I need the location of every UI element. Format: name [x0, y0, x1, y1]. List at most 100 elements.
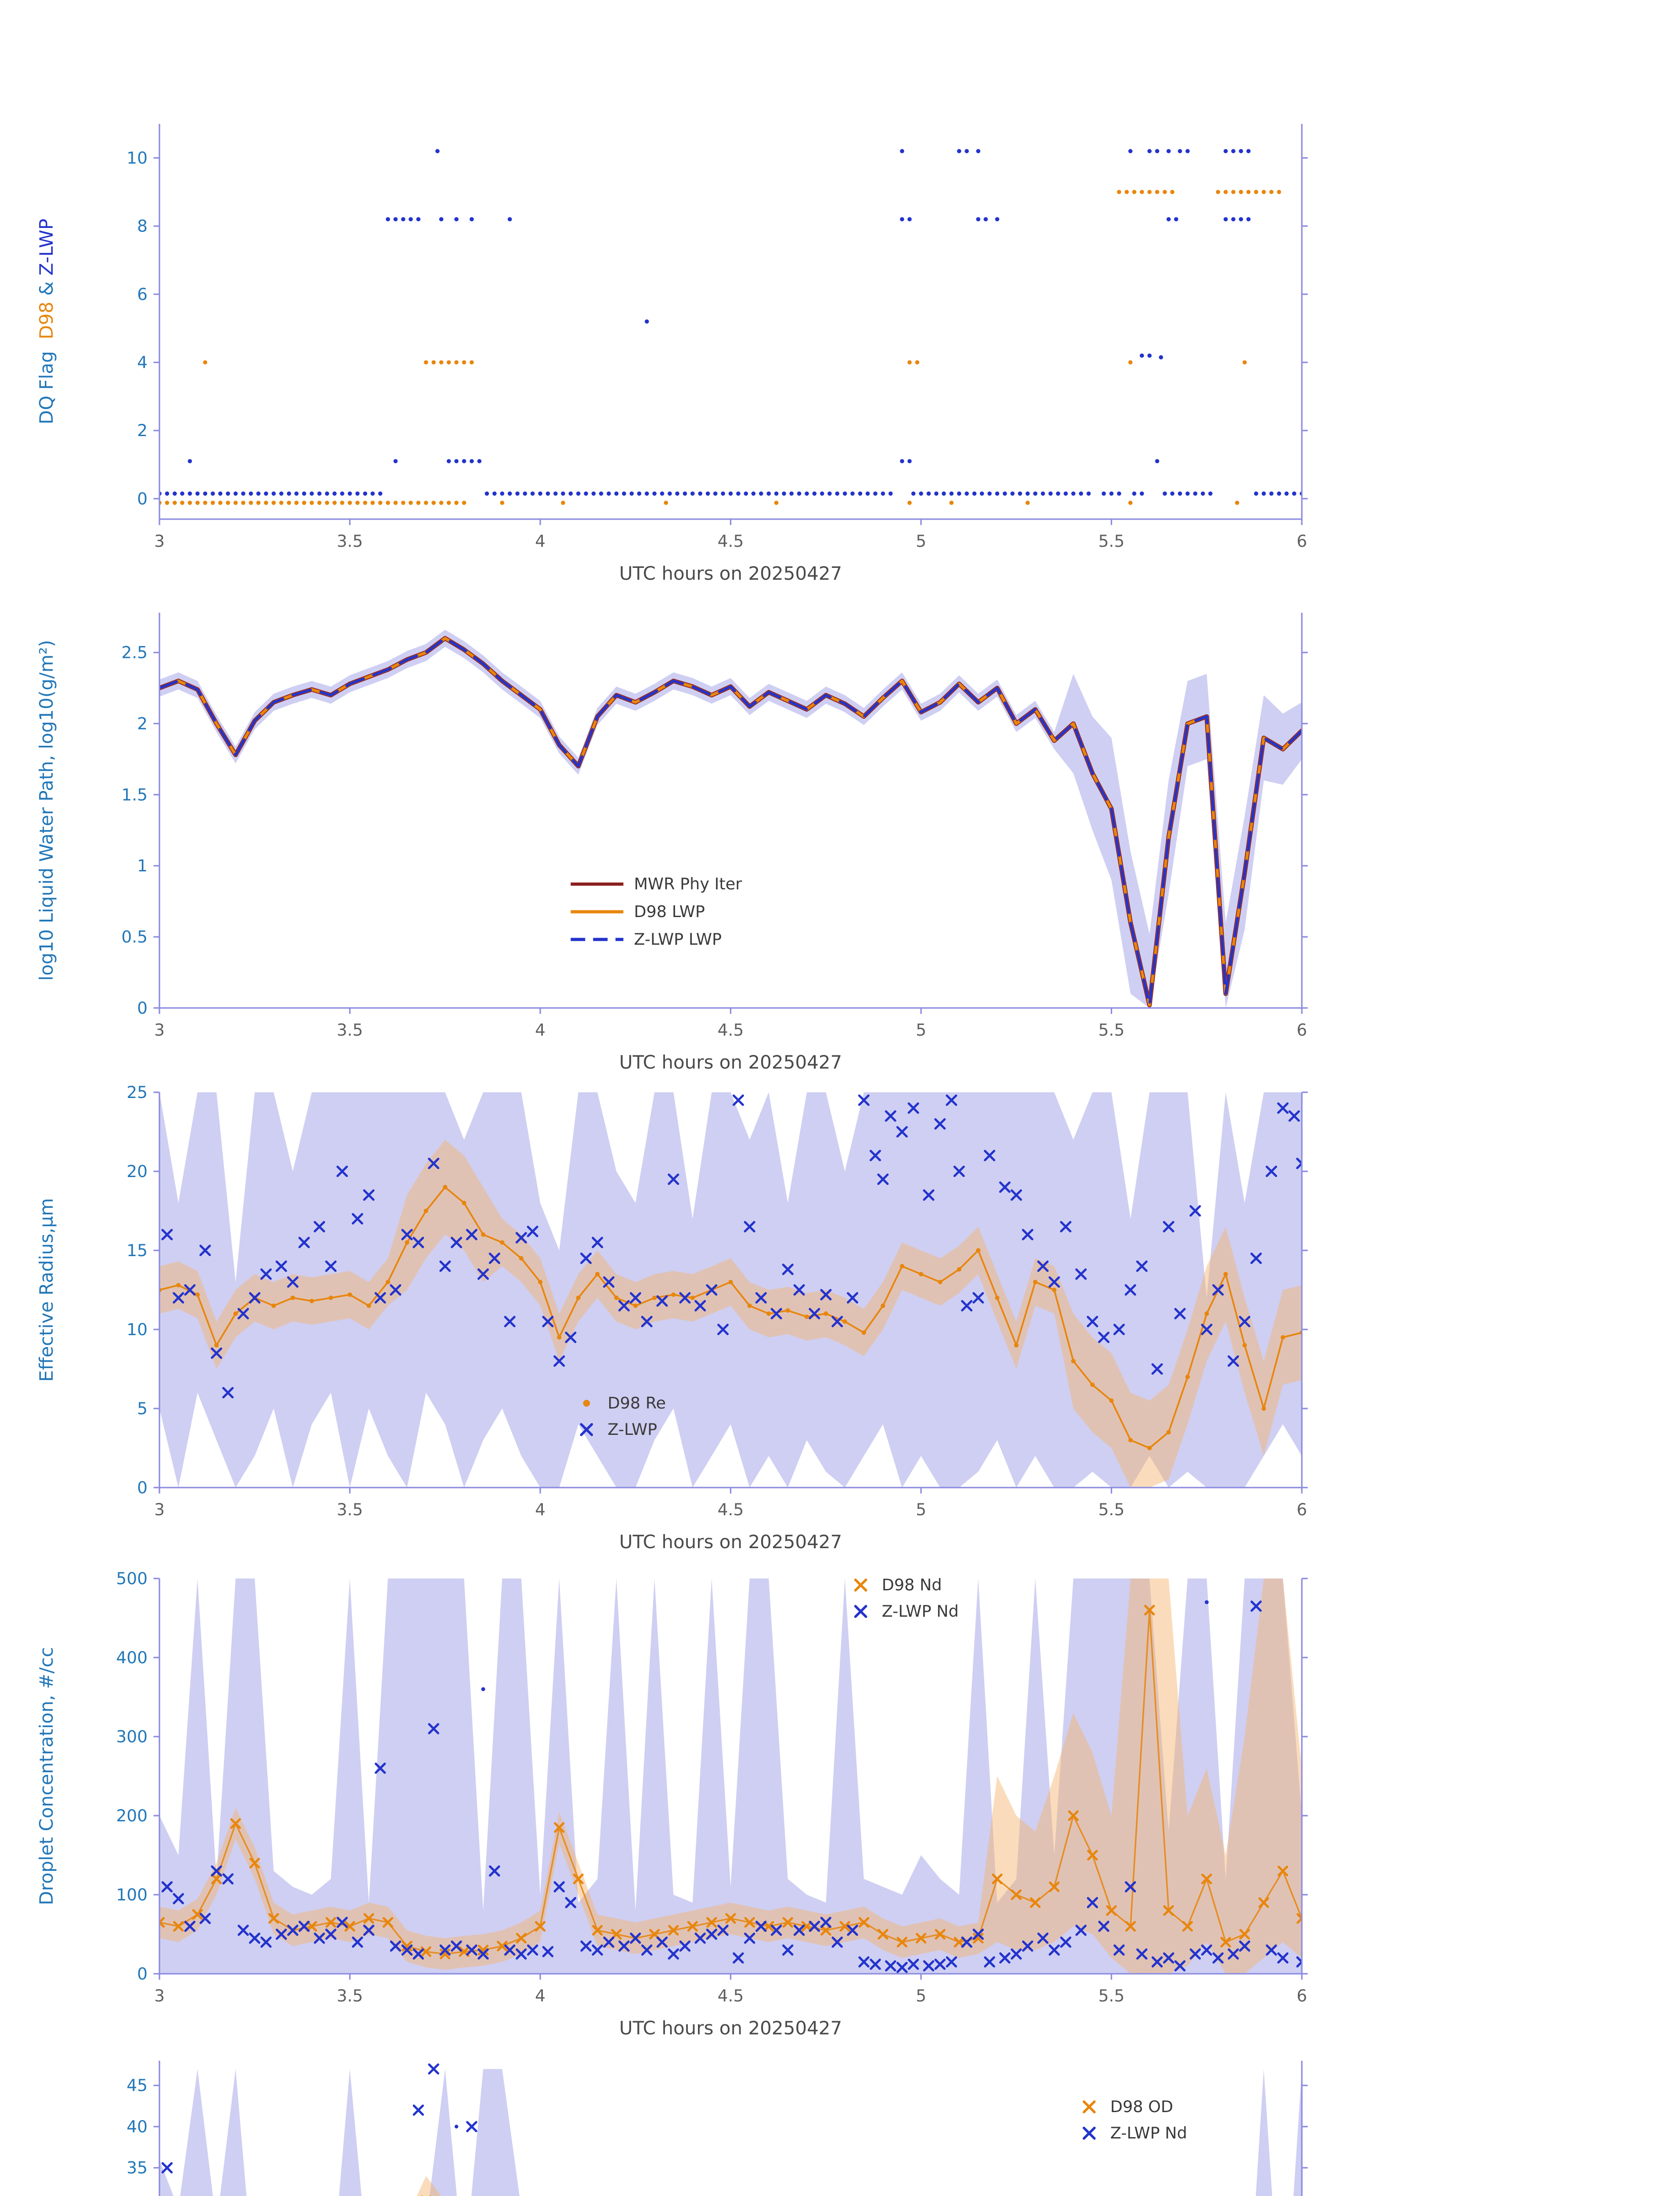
x-tick-label: 4.5: [718, 1020, 744, 1040]
x-tick-label: 3.5: [337, 531, 363, 551]
d98-od-band: [416, 2176, 441, 2196]
optical-depth-plot-svg: 33.544.555.56051015202530354045UTC hours…: [36, 2061, 1308, 2196]
x-axis-label: UTC hours on 20250427: [619, 563, 842, 584]
y-tick-label: 2.5: [121, 643, 148, 662]
y-tick-label: 0: [137, 998, 148, 1018]
legend-label: MWR Phy Iter: [634, 874, 742, 893]
dq-flag-plot-area: [159, 149, 1302, 505]
y-tick-label: 0: [137, 489, 148, 508]
d98-re-band: [159, 1140, 1302, 1488]
y-tick-label: 10: [126, 1320, 148, 1339]
y-axis-label: log10 Liquid Water Path, log10(g/m²): [36, 640, 57, 981]
legend-label: Z-LWP LWP: [634, 930, 722, 949]
y-tick-label: 45: [126, 2076, 148, 2095]
y-tick-label: 40: [126, 2117, 148, 2136]
legend-label: D98 LWP: [634, 902, 705, 921]
zlwp-nd-scatter: [161, 1600, 1302, 1973]
x-axis-label: UTC hours on 20250427: [619, 1051, 842, 1073]
droplet-concentration-legend: D98 Nd Z-LWP Nd: [854, 1575, 959, 1621]
y-tick-label: 0.5: [121, 927, 148, 946]
x-tick-label: 4.5: [718, 1986, 744, 2005]
effective-radius-axes: [153, 1091, 1308, 1494]
y-axis-label: DQ Flag D98 & Z-LWP: [36, 219, 57, 425]
x-axis-label: UTC hours on 20250427: [619, 1531, 842, 1553]
x-tick-label: 3.5: [337, 1500, 363, 1519]
y-tick-label: 25: [126, 1083, 148, 1102]
y-tick-label: 4: [137, 353, 148, 372]
zlwp-re-band: [159, 1092, 1302, 1488]
y-tick-label: 500: [116, 1569, 148, 1588]
zlwp-re-scatter: [161, 1094, 1302, 1399]
y-tick-label: 2: [137, 421, 148, 440]
y-tick-label: 300: [116, 1727, 148, 1746]
x-tick-label: 6: [1297, 1020, 1307, 1040]
dq-flag-axes: [153, 124, 1308, 525]
droplet-concentration-plot-svg: 3 3.5 4 4.5 5 5.5 6 0 100 200 300 400 500 UTC hours o…: [36, 1569, 1308, 2039]
x-tick-label: 3: [154, 531, 165, 551]
legend-label: Z-LWP Nd: [1110, 2124, 1187, 2142]
y-tick-label: 0: [137, 1478, 148, 1497]
y-axis-label: Droplet Concentration, #/cc: [36, 1647, 57, 1905]
droplet-concentration-plot-area: [159, 1578, 1302, 1974]
x-tick-label: 3.5: [337, 1986, 363, 2005]
x-tick-label: 5.5: [1098, 1500, 1125, 1519]
optical-depth-plot-area: [159, 2063, 1302, 2196]
y-tick-label: 6: [137, 285, 148, 304]
zlwp-flag-points: [159, 149, 1302, 496]
legend-label: D98 OD: [1110, 2097, 1173, 2116]
x-tick-label: 5: [916, 531, 926, 551]
x-tick-label: 6: [1297, 1500, 1307, 1519]
zlwp-lwp-line: [159, 637, 1302, 1007]
x-tick-label: 3: [154, 1020, 165, 1040]
x-tick-label: 5: [916, 1500, 926, 1519]
lwp-plot-svg: 3 3.5 4 4.5 5 5.5 6 0 0.5 1 1.5 2 2.5 UTC hours on 20…: [36, 613, 1308, 1073]
y-tick-label: 1: [137, 856, 148, 875]
x-tick-label: 5.5: [1098, 1986, 1125, 2005]
y-axis-label: Effective Radius,µm: [36, 1198, 57, 1382]
effective-radius-legend: D98 Re Z-LWP: [580, 1394, 666, 1439]
y-tick-label: 35: [126, 2158, 148, 2178]
droplet-concentration-axes: [153, 1578, 1308, 1980]
x-tick-label: 4: [535, 531, 546, 551]
d98-flag-points: [159, 190, 1281, 505]
x-tick-label: 3: [154, 1986, 165, 2005]
lwp-plot-area: [159, 629, 1302, 1008]
x-tick-label: 4: [535, 1500, 546, 1519]
effective-radius-plot-area: [159, 1092, 1302, 1488]
legend-label: D98 Re: [607, 1394, 666, 1412]
x-tick-label: 6: [1297, 531, 1307, 551]
x-tick-label: 4.5: [718, 531, 744, 551]
x-tick-label: 3: [154, 1500, 165, 1519]
lwp-axes: [153, 613, 1308, 1014]
y-axis-label: Optical Depth: [36, 2195, 57, 2196]
y-tick-label: 2: [137, 714, 148, 733]
y-tick-label: 400: [116, 1648, 148, 1667]
legend-label: D98 Nd: [882, 1575, 942, 1594]
y-tick-label: 5: [137, 1399, 148, 1418]
x-tick-label: 5.5: [1098, 1020, 1125, 1040]
y-tick-label: 20: [126, 1162, 148, 1181]
legend-label: Z-LWP: [607, 1420, 657, 1439]
y-tick-label: 8: [137, 217, 148, 236]
optical-depth-axes: [153, 2061, 1308, 2196]
lwp-legend: MWR Phy Iter D98 LWP Z-LWP LWP: [571, 874, 742, 949]
x-tick-label: 4: [535, 1986, 546, 2005]
x-tick-label: 6: [1297, 1986, 1307, 2005]
x-tick-label: 5: [916, 1986, 926, 2005]
x-tick-label: 5.5: [1098, 531, 1125, 551]
y-tick-label: 15: [126, 1241, 148, 1260]
zlwp-nd-outlier-dots: [481, 1600, 1209, 1691]
x-tick-label: 3.5: [337, 1020, 363, 1040]
x-axis-label: UTC hours on 20250427: [619, 2017, 842, 2039]
zlwp-od-outlier-dots: [455, 2124, 459, 2129]
x-tick-label: 4: [535, 1020, 546, 1040]
chart-panel-optical-depth: 33.544.555.56051015202530354045UTC hours…: [0, 2016, 1680, 2196]
y-tick-label: 1.5: [121, 785, 148, 804]
effective-radius-plot-svg: 3 3.5 4 4.5 5 5.5 6 0 5 10 15 20 25 UTC hours on 2025…: [36, 1083, 1308, 1553]
zlwp-od-band: [159, 2069, 1302, 2196]
dq-flag-plot-svg: 3 3.5 4 4.5 5 5.5 6 0 2 4 6 8 10 UTC hours on 2025042…: [36, 124, 1308, 584]
y-tick-label: 100: [116, 1885, 148, 1904]
optical-depth-legend: D98 OD Z-LWP Nd: [1082, 2097, 1187, 2142]
x-tick-label: 5: [916, 1020, 926, 1040]
